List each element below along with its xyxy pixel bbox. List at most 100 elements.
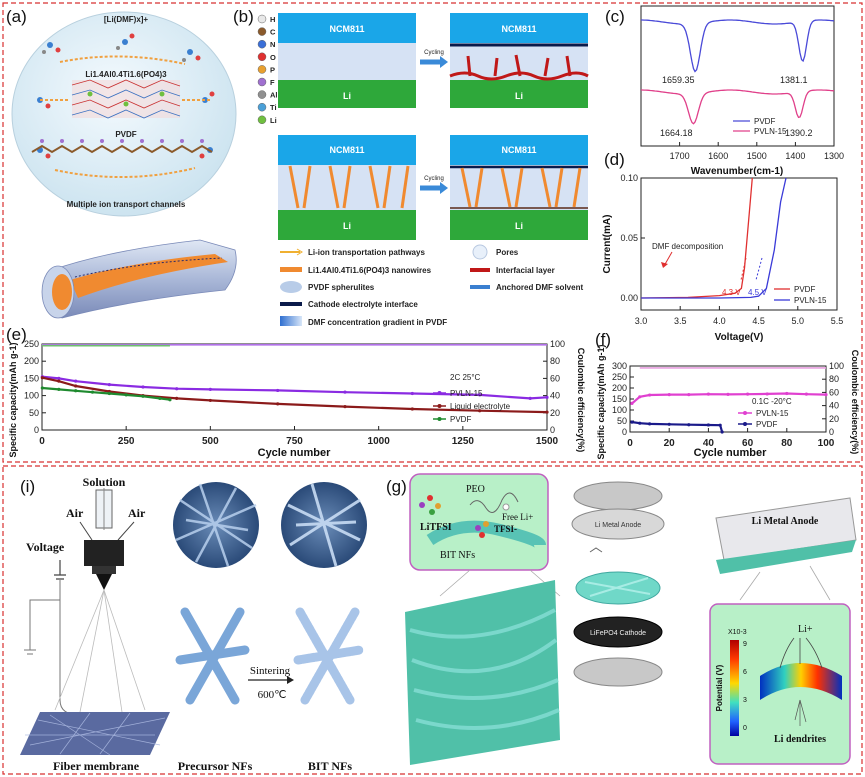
e-series-1-point-1 — [57, 379, 61, 383]
d-annot-4-3v: 4.3 V — [722, 288, 741, 297]
f-series-1-point-4 — [687, 423, 691, 427]
d-legend: PVDF PVLN-15 — [774, 285, 827, 305]
e-y-axis-label-right: Coulombic efficiency(%) — [576, 348, 586, 453]
d-x-tick-2: 4.0 — [713, 316, 726, 326]
e-y-right-tick-20: 20 — [550, 408, 560, 418]
e-series-0-point-3 — [107, 382, 111, 387]
d-annot-4-5v: 4.5 V — [748, 288, 767, 297]
cycling-label-1: Cycling — [424, 50, 444, 56]
colorbar-exponent: X10-3 — [728, 629, 747, 636]
f-series-0-point-3 — [667, 393, 671, 397]
e-series-0-point-4 — [141, 385, 145, 389]
d-y-tick-0: 0.00 — [620, 293, 638, 303]
f-y-right-tick-100: 100 — [829, 361, 844, 371]
anode-label-2: Li — [515, 91, 523, 101]
c-x-ticks: 1700 1600 1500 1400 1300 — [670, 142, 844, 161]
element-f-dot — [257, 77, 267, 87]
li-ion-label: Li+ — [798, 624, 813, 635]
c-x-tick-1500: 1500 — [747, 151, 767, 161]
panel-e-axes-frame — [41, 343, 548, 431]
e-series-0-point-11 — [528, 396, 532, 400]
legend-pvdf-spherulites: PVDF spherulites — [308, 283, 375, 292]
d-x-tick-1: 3.5 — [674, 316, 687, 326]
panel-g-label: (g) — [386, 477, 407, 496]
f-series-0-point-2 — [648, 393, 652, 397]
peo-label: PEO — [466, 484, 485, 495]
cell-top-left: NCM811 Li — [278, 13, 416, 108]
element-h-dot — [257, 14, 267, 24]
cathode-disc-label: LiFePO4 Cathode — [590, 630, 646, 637]
e-series-0-point-12 — [545, 395, 549, 399]
e-x-tick-1250: 1250 — [452, 436, 475, 447]
e-series-1-point-2 — [74, 384, 78, 388]
f-y-right-tick-40: 40 — [829, 401, 839, 411]
e-series-2-point-8 — [168, 398, 172, 402]
e-series-1-point-8 — [343, 405, 347, 409]
voltage-label: Voltage — [26, 540, 65, 554]
colorbar-tick-0: 0 — [743, 725, 747, 732]
peo-chain — [469, 492, 519, 513]
e-series-2-point-3 — [90, 390, 95, 394]
cell-bottom-right: NCM811 Li — [450, 135, 588, 240]
element-h-label: H — [270, 15, 275, 24]
f-x-axis-label: Cycle number — [694, 447, 767, 459]
e-series-0-point-5 — [175, 387, 179, 391]
f-series-0-point-1 — [638, 395, 642, 399]
panel-a-label: (a) — [6, 7, 27, 26]
pvdf-fluorine-atoms — [40, 139, 204, 143]
e-series-1-point-6 — [208, 398, 212, 403]
d-pvdf-curve — [640, 177, 753, 299]
f-y-right-tick-60: 60 — [829, 387, 839, 397]
f-x-tick-20: 20 — [664, 438, 676, 449]
c-legend-pvln15: PVLN-15 — [754, 127, 787, 136]
f-series-1-point-5 — [706, 423, 711, 427]
element-ti-label: Ti — [270, 103, 277, 112]
c-x-tick-1400: 1400 — [785, 151, 805, 161]
e-x-tick-250: 250 — [118, 436, 135, 447]
panel-d-axes-frame — [640, 177, 838, 311]
anode-label-4: Li — [515, 221, 523, 231]
e-condition: 2C 25°C — [450, 373, 481, 382]
e-legend: PVLN-15 Liquid electrolyte PVDF — [433, 389, 511, 424]
anode-label-1: Li — [343, 91, 351, 101]
c-annot-1664: 1664.18 — [660, 128, 693, 138]
litfsi-label: LiTFSI — [420, 522, 452, 533]
d-x-ticks: 3.0 3.5 4.0 4.5 5.0 5.5 — [635, 306, 843, 326]
cell-top-right: NCM811 Li — [449, 13, 589, 108]
f-x-tick-60: 60 — [742, 438, 754, 449]
cell-bottom-left: NCM811 Li — [278, 135, 416, 240]
e-series-2-point-2 — [74, 389, 78, 393]
e-series-2-point-4 — [107, 391, 111, 396]
bottom-section-border — [2, 465, 863, 775]
tfsi-molecule — [475, 521, 489, 538]
li-dmf-complex-label: [Li(DMF)x]+ — [104, 15, 149, 24]
element-c-label: C — [270, 28, 276, 37]
d-annot-dmf: DMF decomposition — [652, 242, 723, 251]
f-series-1-point-0 — [630, 420, 634, 424]
d-y-axis-label: Current(mA) — [602, 215, 613, 274]
f-series-1-point-7 — [720, 430, 724, 434]
e-y-axis-label: Specific capacity(mAh g-1) — [8, 342, 18, 457]
legend-interfacial-layer: Interfacial layer — [496, 266, 555, 275]
e-legend-pvdf: PVDF — [450, 415, 471, 424]
bit-nfs-label-g: BIT NFs — [440, 550, 475, 561]
pvdf-chain — [31, 144, 213, 154]
e-x-tick-1500: 1500 — [536, 436, 559, 447]
temperature-label: 600℃ — [258, 689, 287, 701]
panel-f-label: (f) — [595, 330, 611, 349]
cathode-label-2: NCM811 — [501, 24, 536, 34]
air-right-label: Air — [128, 506, 146, 520]
f-legend: PVLN-15 PVDF — [738, 409, 789, 429]
d-legend-pvdf: PVDF — [794, 285, 815, 294]
battery-stack: Li Metal Anode LiFePO4 Cathode — [571, 481, 665, 687]
e-capacity-series — [40, 375, 549, 414]
c-x-axis-label: Wavenumber(cm-1) — [691, 166, 783, 177]
f-y-tick-150: 150 — [612, 394, 627, 404]
colorbar-tick-3: 3 — [743, 697, 747, 704]
panel-i-label: (i) — [20, 477, 35, 496]
d-y-tick-1: 0.05 — [620, 233, 638, 243]
f-y-tick-200: 200 — [612, 383, 627, 393]
